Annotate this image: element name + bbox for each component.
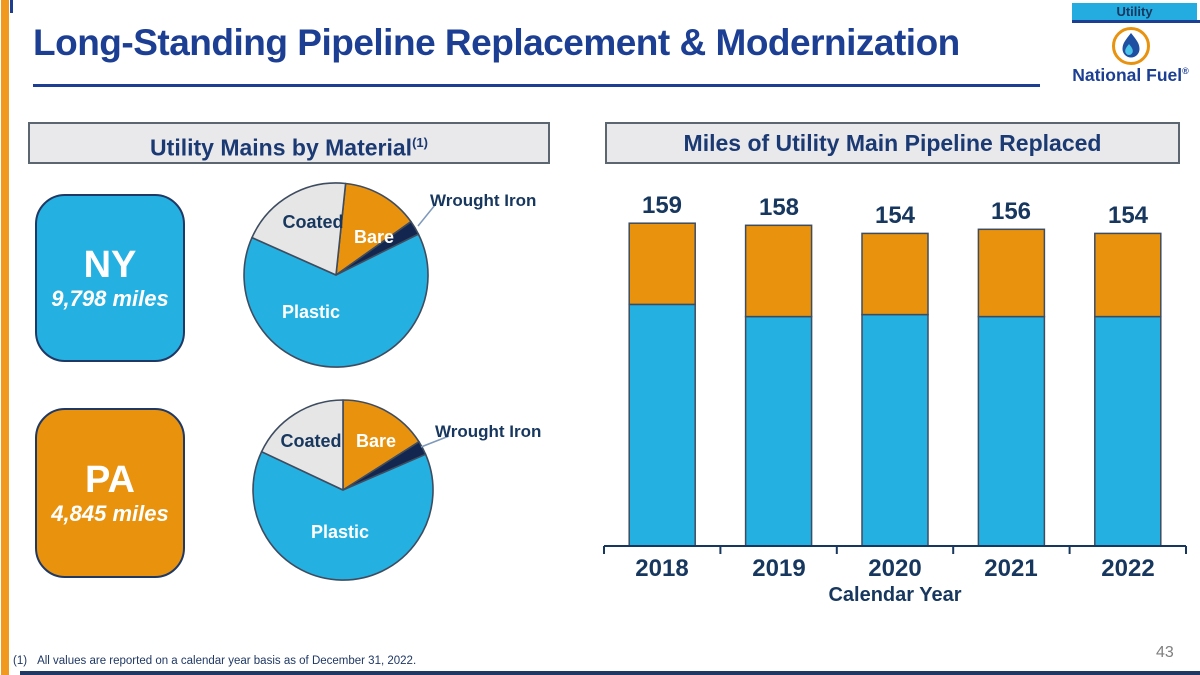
ny-box: NY 9,798 miles bbox=[35, 194, 185, 362]
bar-total-2019: 158 bbox=[758, 194, 800, 221]
footnote: (1) All values are reported on a calendar… bbox=[13, 655, 416, 667]
pa-pie-label-plastic: Plastic bbox=[310, 522, 370, 542]
ny-pie-label-plastic: Plastic bbox=[281, 302, 341, 322]
brand-name: National Fuel bbox=[1072, 65, 1183, 85]
pie-pa bbox=[252, 399, 434, 581]
bar-total-2018: 159 bbox=[641, 192, 683, 219]
pa-pie-label-coated: Coated bbox=[280, 431, 342, 451]
pie-ny bbox=[243, 182, 429, 368]
axis-label-2021: 2021 bbox=[984, 555, 1038, 582]
axis-label-2018: 2018 bbox=[635, 555, 689, 582]
title-underline bbox=[33, 84, 1040, 87]
pa-state-label: PA bbox=[85, 459, 135, 501]
ny-pie-label-wrought-iron: Wrought Iron bbox=[430, 191, 537, 210]
pa-pie-label-bare: Bare bbox=[355, 431, 397, 451]
footnote-marker: (1) bbox=[13, 655, 28, 667]
x-axis-title: Calendar Year bbox=[828, 584, 962, 606]
bar-total-2022: 154 bbox=[1107, 202, 1149, 229]
bottom-accent-bar bbox=[20, 671, 1200, 675]
pa-box: PA 4,845 miles bbox=[35, 408, 185, 578]
ny-pie-label-bare: Bare bbox=[353, 227, 395, 247]
right-header-text: Miles of Utility Main Pipeline Replaced bbox=[683, 130, 1102, 156]
ny-state-label: NY bbox=[83, 244, 137, 286]
left-header-superscript: (1) bbox=[412, 135, 428, 150]
pa-pie-label-wrought-iron: Wrought Iron bbox=[435, 422, 542, 441]
ny-pie-label-coated: Coated bbox=[282, 212, 344, 232]
page-title: Long-Standing Pipeline Replacement & Mod… bbox=[33, 22, 960, 63]
tab-underline bbox=[1072, 20, 1200, 23]
registered-mark: ® bbox=[1182, 66, 1189, 77]
left-header-text: Utility Mains by Material bbox=[150, 134, 413, 161]
national-fuel-flame-icon bbox=[1112, 27, 1150, 65]
left-accent-bar bbox=[1, 0, 9, 675]
brand-wordmark: National Fuel® bbox=[1063, 65, 1198, 86]
pa-miles-label: 4,845 miles bbox=[51, 501, 169, 526]
footnote-text: All values are reported on a calendar ye… bbox=[37, 655, 417, 667]
utility-tab: Utility bbox=[1072, 3, 1197, 20]
bar-total-2021: 156 bbox=[990, 198, 1032, 225]
axis-label-2019: 2019 bbox=[752, 555, 806, 582]
page-number: 43 bbox=[1156, 644, 1174, 661]
bar-chart bbox=[603, 222, 1187, 554]
ny-miles-label: 9,798 miles bbox=[51, 286, 169, 311]
bar-total-2020: 154 bbox=[874, 202, 916, 229]
axis-label-2022: 2022 bbox=[1101, 555, 1155, 582]
axis-label-2020: 2020 bbox=[868, 555, 922, 582]
left-panel-header: Utility Mains by Material(1) bbox=[28, 122, 550, 164]
right-panel-header: Miles of Utility Main Pipeline Replaced bbox=[605, 122, 1180, 164]
top-left-mark bbox=[10, 0, 13, 13]
